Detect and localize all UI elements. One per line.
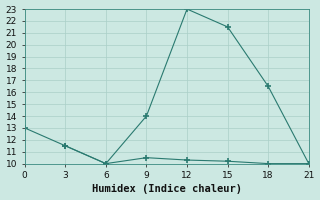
X-axis label: Humidex (Indice chaleur): Humidex (Indice chaleur) — [92, 184, 242, 194]
